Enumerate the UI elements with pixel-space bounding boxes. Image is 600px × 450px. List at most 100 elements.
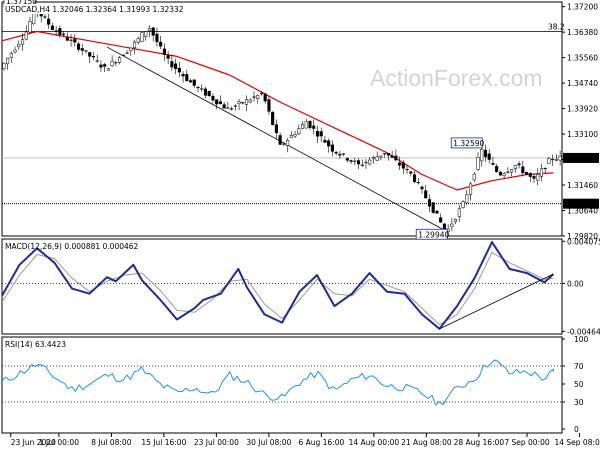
current-price-box: [563, 152, 599, 163]
candle-body: [207, 91, 211, 96]
fib-level-label: 38.2: [548, 23, 565, 32]
candle-body: [47, 18, 51, 25]
candle-body: [263, 93, 267, 102]
title-bg: [4, 4, 129, 14]
candle-body: [517, 163, 521, 166]
candle-body: [480, 149, 484, 162]
x-tick-label-9: 28 Aug 16:00: [454, 438, 505, 447]
candle-body: [174, 63, 178, 70]
candle-body: [551, 158, 555, 161]
price-tick-label-3: 1.34740: [567, 79, 598, 88]
candle-body: [159, 41, 163, 47]
candle-body: [76, 43, 81, 50]
candle-body: [293, 134, 297, 137]
candle-body: [259, 93, 264, 95]
candle-body: [334, 151, 338, 154]
candle-body: [554, 159, 558, 161]
candle-body: [162, 48, 166, 55]
price-annotation-label-1: 1.32590: [453, 139, 484, 148]
x-tick-label-5: 30 Jul 08:00: [246, 438, 291, 447]
x-tick-label-7: 14 Aug 00:00: [349, 438, 400, 447]
candle-body: [151, 27, 155, 36]
macd-title: MACD(12,26,9) 0.000881 0.000462: [5, 242, 139, 251]
candle-body: [271, 111, 275, 125]
candle-body: [88, 52, 92, 57]
candle-body: [536, 174, 540, 181]
candle-body: [13, 49, 17, 53]
x-tick-label-10: 7 Sep 00:00: [504, 438, 550, 447]
x-tick-label-0: 23 Jun 2020: [11, 438, 56, 447]
candle-body: [394, 155, 398, 161]
candle-body: [547, 158, 551, 164]
candle-body: [6, 57, 10, 65]
candle-body: [200, 88, 204, 90]
candle-body: [84, 50, 88, 52]
candle-body: [118, 57, 122, 63]
candle-body: [360, 164, 364, 166]
candle-body: [177, 67, 181, 73]
x-tick-label-11: 14 Sep 08:00: [554, 438, 600, 447]
candle-body: [286, 140, 290, 146]
candle-body: [543, 167, 547, 170]
macd-tick-label-2: -0.004644: [567, 327, 600, 336]
candle-body: [114, 62, 118, 64]
candle-body: [353, 160, 357, 162]
candle-body: [315, 131, 320, 137]
candle-body: [390, 155, 394, 158]
candle-body: [416, 182, 420, 184]
rsi-tick-label-0: 100: [574, 335, 589, 344]
candle-body: [409, 171, 413, 174]
price-annotation-box-2: [415, 228, 448, 240]
candle-body: [192, 79, 196, 86]
price-trendline: [106, 46, 449, 233]
candle-body: [140, 32, 144, 42]
candle-body: [304, 121, 308, 129]
candle-body: [345, 158, 349, 161]
x-tick-label-6: 6 Aug 16:00: [298, 438, 344, 447]
candle-body: [144, 31, 148, 37]
candle-body: [24, 31, 28, 40]
candle-body: [427, 199, 432, 207]
price-annotation-label-2: 1.29940: [418, 230, 449, 239]
candle-body: [110, 60, 114, 67]
candle-body: [405, 168, 409, 171]
candle-body: [472, 173, 476, 181]
candle-body: [454, 219, 458, 223]
candle-body: [267, 99, 271, 112]
candle-body: [211, 95, 215, 101]
price-chart-title: USDCAD,H4 1.32046 1.32364 1.31993 1.3233…: [5, 5, 184, 14]
macd-main-line: [1, 241, 554, 330]
candle-body: [20, 39, 25, 45]
candle-body: [435, 210, 439, 214]
candle-body: [468, 183, 473, 195]
x-tick-label-2: 8 Jul 08:00: [91, 438, 131, 447]
macd-tick-label-1: 0.00: [567, 279, 584, 288]
candle-body: [58, 28, 62, 35]
x-tick-label-1: 1 Jul 00:00: [39, 438, 79, 447]
candle-body: [495, 166, 499, 172]
candle-body: [510, 169, 514, 173]
candle-body: [28, 21, 32, 33]
candle-body: [278, 135, 282, 145]
macd-trendline: [439, 273, 554, 330]
candle-body: [136, 38, 140, 43]
candle-body: [371, 156, 376, 159]
candle-body: [558, 155, 562, 161]
candle-body: [319, 131, 323, 137]
candle-body: [450, 223, 454, 228]
candle-body: [439, 217, 443, 223]
candle-body: [17, 43, 21, 47]
rsi-title: RSI(14) 63.4423: [5, 340, 66, 349]
candle-body: [248, 99, 252, 103]
price-tick-label-2: 1.35560: [567, 54, 598, 63]
candle-body: [338, 153, 342, 156]
candle-body: [132, 41, 137, 49]
candle-body: [166, 55, 170, 59]
candle-body: [300, 124, 305, 129]
rsi-tick-label-3: 30: [574, 398, 584, 407]
candle-body: [188, 80, 193, 83]
candle-body: [233, 105, 237, 107]
candle-body: [375, 156, 379, 161]
